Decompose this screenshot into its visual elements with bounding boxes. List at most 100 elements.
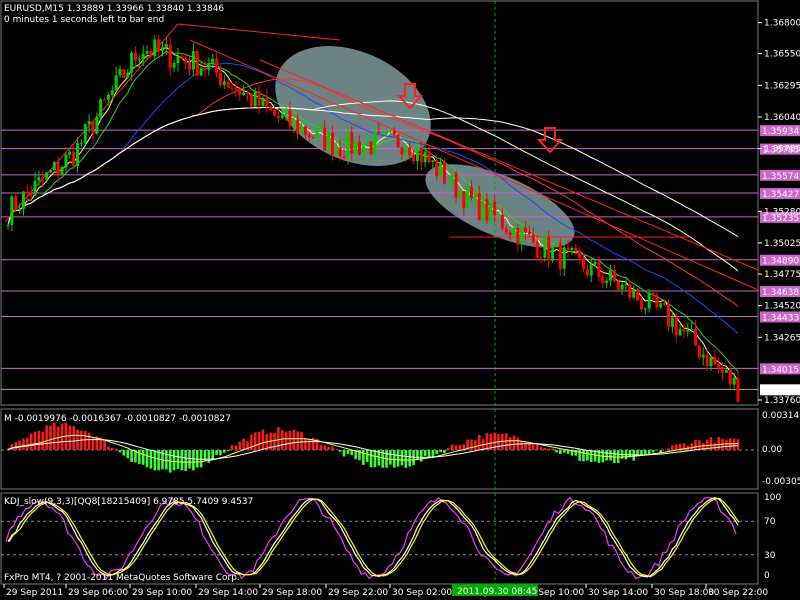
macd-bar <box>222 450 226 453</box>
time-tick-label: 30 Sep 02:00 <box>392 588 452 598</box>
macd-bar <box>203 450 207 461</box>
copyright-text: FxPro MT4, ? 2001-2011 MetaQuotes Softwa… <box>4 573 240 583</box>
cursor-time-box <box>452 584 538 596</box>
macd-bar <box>257 431 261 450</box>
time-axis: 29 Sep 2011 29 Sep 06:00 29 Sep 10:00 29 Se… <box>3 584 768 598</box>
macd-bar <box>574 450 578 456</box>
candle-body <box>357 141 361 155</box>
level-label-bg <box>760 125 800 137</box>
candle-body <box>694 328 698 346</box>
macd-bar <box>45 425 48 450</box>
macd-bar <box>454 445 458 450</box>
candle-body <box>195 51 199 76</box>
macd-bar <box>234 445 238 450</box>
candle-body <box>307 134 311 138</box>
macd-bar <box>226 450 230 452</box>
macd-bar <box>640 450 643 455</box>
candle-body <box>60 167 64 175</box>
candle-body <box>678 329 682 336</box>
candle-body <box>593 261 597 265</box>
candle-body <box>110 90 114 95</box>
macd-bar <box>41 431 45 450</box>
macd-bar <box>292 429 296 450</box>
moving-average-line <box>7 107 739 238</box>
candle-body <box>76 142 80 166</box>
candle-body <box>663 303 667 305</box>
macd-bar <box>659 450 663 453</box>
candle-body <box>215 58 219 73</box>
macd-bar <box>103 439 106 450</box>
macd-bar <box>188 450 191 469</box>
candle-body <box>87 121 91 125</box>
candle-body <box>392 130 396 135</box>
macd-bar <box>404 450 408 468</box>
macd-bar <box>346 450 350 454</box>
candle-body <box>141 53 145 60</box>
time-tick-label: 29 Sep 10:00 <box>132 588 192 598</box>
candle-body <box>79 142 83 144</box>
macd-bar <box>667 448 670 450</box>
candle-body <box>41 177 45 180</box>
candle-body <box>330 132 334 155</box>
level-label: 1.35235 <box>762 214 799 224</box>
macd-histogram: 0.003146 0.00 -0.00305 <box>1 411 800 487</box>
last-price-bg <box>760 384 800 396</box>
macd-bar <box>192 450 195 471</box>
candle-body <box>180 56 184 59</box>
candle-body <box>145 51 149 54</box>
macd-bar <box>709 437 713 450</box>
candle-body <box>597 261 601 277</box>
level-label-bg <box>760 188 800 200</box>
macd-bar <box>489 433 493 450</box>
macd-bar <box>416 450 419 460</box>
macd-tick-label: 0.00 <box>762 445 782 455</box>
candle-body <box>300 126 304 134</box>
macd-bar <box>616 450 620 463</box>
macd-bar <box>307 439 311 450</box>
down-arrow-icon-2 <box>536 127 564 154</box>
macd-bar <box>543 447 547 450</box>
candle-body <box>643 308 647 310</box>
macd-bar <box>83 431 87 450</box>
macd-bar <box>419 450 423 462</box>
macd-bar <box>466 439 469 450</box>
macd-bar <box>400 450 404 466</box>
macd-bar <box>149 450 153 469</box>
candle-body <box>728 369 732 385</box>
candle-body <box>253 90 257 107</box>
candle-body <box>485 198 489 221</box>
candle-body <box>230 87 234 89</box>
macd-tick-label: 0.003146 <box>762 411 800 421</box>
candle-body <box>29 193 33 196</box>
macd-bar <box>373 450 377 468</box>
macd-bar <box>238 441 242 450</box>
candle-body <box>508 232 512 236</box>
macd-bar <box>647 450 651 455</box>
macd-bar <box>110 447 114 450</box>
time-tick-label: 30 Sep 18:00 <box>654 588 714 598</box>
macd-bar <box>605 450 608 461</box>
candle-body <box>199 68 203 76</box>
macd-bar <box>682 443 686 450</box>
macd-bar <box>53 422 56 450</box>
macd-bar <box>261 429 265 450</box>
macd-bar <box>535 443 539 450</box>
candle-body <box>543 237 547 258</box>
candle-body <box>280 114 284 118</box>
macd-bar <box>72 425 75 450</box>
level-label-bg <box>760 286 800 298</box>
time-tick-label: 30 Sep 14:00 <box>588 588 648 598</box>
trend-line <box>177 23 341 41</box>
macd-bar <box>176 450 180 470</box>
candle-body <box>554 243 558 248</box>
macd-bar <box>118 450 122 453</box>
level-label: 1.34015 <box>762 365 799 375</box>
candle-body <box>64 154 68 168</box>
macd-bar <box>713 442 717 450</box>
candle-body <box>354 141 358 154</box>
macd-bar <box>114 448 118 450</box>
time-tick-label: 29 Sep 18:00 <box>262 588 322 598</box>
macd-bar <box>87 432 91 450</box>
macd-bar <box>273 433 276 450</box>
